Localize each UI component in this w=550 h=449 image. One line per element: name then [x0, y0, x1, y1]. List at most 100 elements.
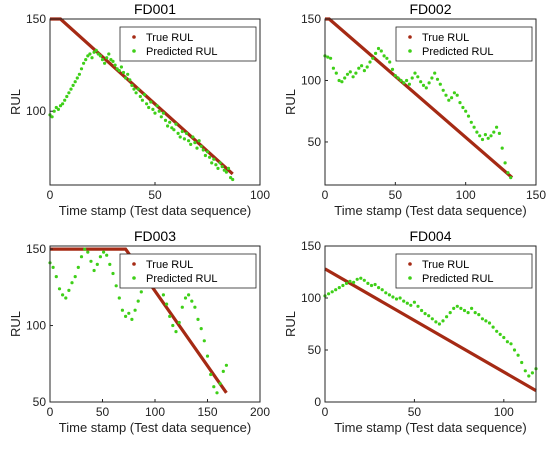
predicted-rul-point: [444, 93, 448, 97]
predicted-rul-point: [190, 299, 194, 303]
predicted-rul-point: [497, 131, 501, 135]
predicted-rul-point: [506, 171, 510, 175]
predicted-rul-point: [210, 161, 214, 165]
predicted-rul-point: [413, 71, 417, 75]
predicted-rul-point: [215, 391, 219, 395]
predicted-rul-point: [79, 255, 84, 259]
predicted-rul-point: [340, 80, 344, 84]
y-tick-label: 150: [301, 12, 321, 26]
predicted-rul-point: [201, 148, 205, 152]
predicted-rul-point: [452, 91, 456, 95]
predicted-rul-point: [117, 296, 121, 300]
x-axis-label: Time stamp (Test data sequence): [59, 203, 251, 218]
predicted-rul-point: [56, 107, 61, 111]
predicted-rul-point: [177, 320, 181, 325]
predicted-rul-point: [86, 250, 90, 254]
predicted-rul-point: [58, 104, 63, 108]
predicted-rul-point: [387, 293, 391, 297]
predicted-rul-point: [509, 342, 513, 346]
predicted-rul-point: [86, 54, 90, 58]
y-tick-label: 50: [33, 395, 47, 409]
predicted-rul-point: [98, 255, 102, 259]
y-tick-label: 100: [26, 319, 46, 333]
predicted-rul-point: [430, 76, 434, 80]
predicted-rul-point: [120, 308, 124, 312]
predicted-rul-point: [130, 317, 134, 321]
legend-marker: [132, 262, 136, 266]
predicted-rul-point: [393, 74, 397, 78]
subplot-title: FD003: [134, 228, 176, 244]
predicted-rul-point: [51, 265, 55, 269]
predicted-rul-point: [113, 63, 117, 67]
predicted-rul-point: [473, 311, 477, 315]
subplot-fd004: FD004 0 50 100 0 50 100 150 Time stamp (Test dat…: [283, 228, 538, 435]
predicted-rul-point: [484, 319, 488, 323]
predicted-rul-point: [472, 125, 476, 129]
predicted-rul-point: [191, 135, 195, 139]
predicted-rul-point: [138, 94, 142, 99]
predicted-rul-point: [398, 296, 402, 300]
predicted-rul-point: [88, 52, 92, 56]
x-tick-label: 0: [47, 405, 54, 419]
legend: True RUL Predicted RUL: [119, 26, 257, 62]
predicted-rul-point: [491, 325, 495, 329]
predicted-rul-point: [103, 61, 107, 65]
predicted-rul-point: [379, 49, 383, 53]
predicted-rul-point: [445, 315, 449, 319]
predicted-rul-point: [420, 308, 424, 313]
y-tick-label: 150: [26, 242, 46, 256]
predicted-rul-point: [348, 279, 352, 283]
predicted-rul-point: [402, 81, 406, 85]
x-tick-label: 200: [250, 405, 270, 419]
predicted-rul-point: [434, 320, 438, 324]
predicted-rul-point: [373, 282, 377, 287]
predicted-rul-point: [385, 56, 389, 60]
predicted-rul-point: [147, 105, 151, 110]
predicted-rul-point: [202, 339, 206, 343]
x-tick-label: 150: [526, 188, 546, 202]
predicted-rul-point: [96, 52, 100, 56]
predicted-rul-point: [480, 137, 485, 142]
predicted-rul-point: [203, 153, 207, 158]
predicted-rul-point: [438, 82, 442, 86]
predicted-rul-point: [430, 317, 434, 321]
predicted-rul-point: [98, 54, 102, 58]
predicted-rul-point: [57, 287, 62, 291]
predicted-rul-point: [455, 304, 459, 308]
predicted-rul-point: [199, 327, 203, 331]
predicted-rul-point: [359, 276, 363, 280]
predicted-rul-point: [409, 303, 413, 307]
x-tick-label: 100: [145, 405, 165, 419]
predicted-rul-point: [187, 293, 191, 297]
predicted-rul-point: [459, 306, 463, 310]
predicted-rul-point: [149, 100, 153, 104]
predicted-rul-point: [394, 297, 399, 301]
predicted-rul-point: [67, 91, 71, 95]
predicted-rul-point: [92, 50, 96, 54]
y-axis-label: RUL: [8, 311, 23, 337]
predicted-rul-point: [380, 288, 384, 292]
predicted-rul-point: [107, 52, 111, 56]
legend: True RUL Predicted RUL: [395, 253, 533, 289]
predicted-rul-point: [102, 250, 106, 254]
predicted-rul-point: [486, 136, 490, 140]
predicted-rul-point: [130, 83, 134, 87]
predicted-rul-point: [435, 77, 440, 81]
x-tick-label: 50: [408, 405, 422, 419]
predicted-rul-point: [139, 290, 143, 294]
predicted-rul-point: [376, 46, 381, 51]
predicted-rul-point: [487, 321, 492, 325]
predicted-rul-point: [140, 98, 144, 102]
predicted-rul-point: [382, 54, 386, 58]
predicted-rul-point: [520, 360, 524, 365]
predicted-rul-point: [178, 135, 182, 139]
legend: True RUL Predicted RUL: [119, 253, 257, 289]
y-tick-label: 100: [301, 73, 321, 87]
predicted-rul-point: [416, 304, 420, 308]
predicted-rul-point: [111, 271, 115, 276]
predicted-rul-point: [475, 130, 479, 134]
predicted-rul-point: [410, 76, 414, 80]
predicted-rul-point: [109, 58, 113, 62]
y-tick-label: 50: [308, 343, 322, 357]
predicted-rul-point: [427, 81, 431, 85]
